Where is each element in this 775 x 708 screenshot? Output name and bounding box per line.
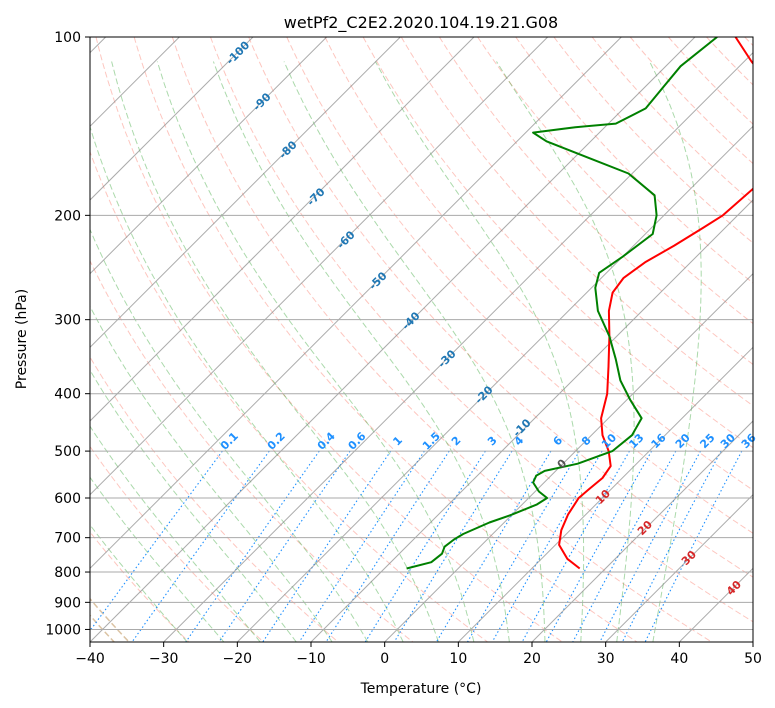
moist-adiabat-line [90, 369, 297, 642]
x-tick-label: 10 [449, 651, 467, 667]
y-tick-label: 900 [54, 595, 81, 611]
dry-adiabat-line [286, 37, 753, 534]
y-tick-label: 100 [54, 30, 81, 46]
isotherm-line [531, 420, 753, 642]
x-tick-label: 20 [523, 651, 541, 667]
isotherm-line [90, 37, 622, 570]
y-tick-label: 700 [54, 531, 81, 547]
pressure-gridlines [90, 37, 753, 630]
moist-adiabats [90, 61, 702, 642]
dry-adiabat-line [90, 150, 488, 642]
dry-adiabat-line [90, 445, 264, 642]
dry-adiabat-line [171, 37, 712, 642]
x-tick-label: 50 [744, 651, 762, 667]
isotherm-line [90, 37, 475, 422]
y-axis-label: Pressure (hPa) [14, 289, 30, 389]
x-tick-label: −20 [223, 651, 253, 667]
mixing-ratio-line [572, 450, 677, 642]
y-axis-ticks: 100 200 300 400 500 600 700 800 900 1000 [45, 30, 90, 638]
dry-adiabat-line [210, 37, 753, 623]
y-tick-label: 1000 [45, 622, 81, 638]
moist-adiabat-line [90, 524, 188, 642]
y-tick-label: 400 [54, 387, 81, 403]
moist-adiabat-line [90, 476, 225, 642]
isotherm-line [384, 272, 753, 642]
moist-adiabat-line [90, 228, 369, 642]
dry-adiabat-line [324, 37, 753, 491]
mixing-ratio-line [521, 450, 630, 642]
moist-adiabat-line [374, 61, 585, 642]
isotherm-line [310, 199, 753, 642]
mixing-ratio-line [491, 450, 603, 642]
isotherm-line [90, 37, 254, 201]
isotherm-line [90, 37, 328, 275]
dry-adiabat-line [515, 37, 753, 284]
dry-adiabat-line [90, 259, 414, 642]
moist-adiabat-line [90, 305, 333, 642]
dry-adiabat-line [477, 37, 753, 325]
x-tick-label: 30 [597, 651, 615, 667]
isotherm-line [605, 493, 753, 642]
mixing-ratio-line [298, 450, 425, 642]
isotherm-line [90, 37, 401, 349]
isotherm-line [163, 51, 753, 642]
y-tick-label: 200 [54, 208, 81, 224]
skewed-isotherms [90, 37, 753, 642]
dry-adiabat-line [90, 531, 190, 642]
x-tick-label: −10 [296, 651, 326, 667]
mixing-ratio-line [621, 450, 722, 642]
sounding-profiles [406, 37, 753, 570]
moist-adiabat-line [90, 125, 404, 642]
isotherm-line [90, 37, 696, 642]
x-tick-label: 40 [670, 651, 688, 667]
chart-title: wetPf2_C2E2.2020.104.19.21.G08 [284, 13, 558, 33]
mixing-ratio-line [644, 450, 743, 642]
mixing-ratio-line [545, 450, 653, 642]
moist-adiabat-line [496, 61, 635, 642]
y-tick-label: 600 [54, 491, 81, 507]
dry-adiabats [90, 37, 753, 642]
mixing-ratio-line [185, 450, 320, 642]
dewpoint-profile-line [406, 37, 718, 570]
x-tick-label: −30 [149, 651, 179, 667]
plot-area [90, 37, 753, 642]
dry-adiabat-line [629, 37, 753, 165]
plot-frame [89, 36, 754, 643]
mixing-ratio-line [599, 450, 701, 642]
dry-adiabat-line [90, 356, 339, 642]
y-tick-label: 300 [54, 313, 81, 329]
x-tick-label: 0 [380, 651, 389, 667]
dry-adiabat-line [438, 37, 753, 366]
isotherm-line [90, 37, 549, 496]
dry-adiabat-line [133, 37, 638, 642]
x-axis-ticks: −40 −30 −20 −10 0 10 20 30 40 50 [75, 642, 762, 667]
moist-adiabat-line [111, 61, 439, 642]
y-tick-label: 800 [54, 565, 81, 581]
dry-adiabat-line [362, 37, 753, 449]
moist-adiabat-line [649, 61, 702, 642]
mixing-ratio-line [218, 450, 351, 642]
mixing-ratio-line [262, 450, 392, 642]
isotherm-line [236, 125, 753, 642]
dry-adiabat-line [591, 37, 753, 204]
mixing-ratio-line [90, 450, 223, 632]
x-tick-label: −40 [75, 651, 105, 667]
x-axis-label: Temperature (°C) [360, 681, 482, 697]
moist-adiabat-line [90, 425, 261, 642]
y-tick-label: 500 [54, 444, 81, 460]
moist-adiabat-line [283, 61, 546, 642]
mixing-ratio-lines [90, 450, 743, 642]
dry-adiabat-line [400, 37, 753, 407]
moist-adiabat-line [212, 61, 510, 642]
moist-adiabat-line [156, 61, 475, 642]
